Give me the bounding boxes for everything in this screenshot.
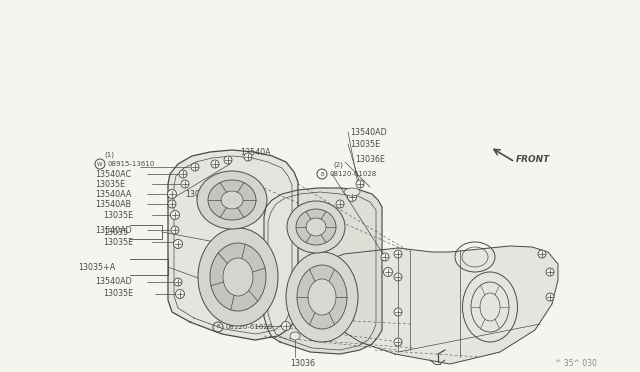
Circle shape — [546, 268, 554, 276]
Circle shape — [244, 153, 252, 161]
Text: (2): (2) — [333, 162, 343, 168]
Circle shape — [394, 273, 402, 281]
Text: (2): (2) — [228, 315, 238, 321]
Ellipse shape — [297, 265, 347, 329]
Text: 13036E: 13036E — [355, 154, 385, 164]
Ellipse shape — [286, 252, 358, 342]
Circle shape — [175, 289, 184, 298]
Ellipse shape — [210, 243, 266, 311]
Text: 13035E: 13035E — [103, 289, 133, 298]
Polygon shape — [264, 188, 382, 354]
Ellipse shape — [221, 191, 243, 209]
Text: 13035E: 13035E — [95, 180, 125, 189]
Circle shape — [546, 293, 554, 301]
Text: 13035E: 13035E — [103, 237, 133, 247]
Text: 13035+A: 13035+A — [78, 263, 115, 272]
Text: 13035E: 13035E — [103, 211, 133, 219]
Circle shape — [356, 180, 364, 188]
Circle shape — [394, 250, 402, 258]
Circle shape — [181, 180, 189, 188]
Text: 13540AD: 13540AD — [95, 225, 132, 234]
Polygon shape — [168, 150, 298, 340]
Ellipse shape — [208, 180, 256, 220]
Ellipse shape — [287, 201, 345, 253]
Circle shape — [179, 170, 187, 178]
Ellipse shape — [197, 171, 267, 229]
Ellipse shape — [296, 209, 336, 245]
Circle shape — [348, 192, 356, 202]
Circle shape — [170, 211, 179, 219]
Ellipse shape — [344, 188, 360, 196]
Text: 13540AD: 13540AD — [95, 278, 132, 286]
Text: 13540A: 13540A — [240, 148, 271, 157]
Ellipse shape — [308, 279, 336, 315]
Circle shape — [538, 250, 546, 258]
Polygon shape — [312, 246, 558, 364]
Text: 13035: 13035 — [103, 228, 128, 237]
Circle shape — [211, 160, 219, 168]
Text: 13035E: 13035E — [185, 189, 215, 199]
Text: ^ 35^ 030: ^ 35^ 030 — [555, 359, 597, 369]
Circle shape — [224, 156, 232, 164]
Circle shape — [173, 240, 182, 248]
Text: FRONT: FRONT — [516, 155, 550, 164]
Circle shape — [168, 200, 176, 208]
Text: 13540AB: 13540AB — [95, 199, 131, 208]
Text: (1): (1) — [104, 152, 114, 158]
Circle shape — [394, 308, 402, 316]
Circle shape — [171, 226, 179, 234]
Text: 13540AC: 13540AC — [95, 170, 131, 179]
Ellipse shape — [290, 332, 300, 340]
Circle shape — [394, 338, 402, 346]
Text: B: B — [216, 324, 220, 330]
Circle shape — [174, 278, 182, 286]
Ellipse shape — [223, 258, 253, 296]
Circle shape — [282, 321, 291, 330]
Text: 08120-61028: 08120-61028 — [225, 324, 272, 330]
Text: 13035E: 13035E — [350, 140, 380, 148]
Circle shape — [381, 253, 389, 261]
Ellipse shape — [198, 228, 278, 326]
Text: 08915-13610: 08915-13610 — [107, 161, 154, 167]
Text: B: B — [320, 171, 324, 176]
Circle shape — [168, 189, 177, 199]
Circle shape — [191, 163, 199, 171]
Text: 08120-61028: 08120-61028 — [330, 171, 377, 177]
Text: 13540AD: 13540AD — [350, 128, 387, 137]
Ellipse shape — [306, 218, 326, 236]
Circle shape — [336, 200, 344, 208]
Text: 13540AA: 13540AA — [95, 189, 131, 199]
Text: W: W — [97, 161, 103, 167]
Text: 13036: 13036 — [290, 359, 315, 369]
Circle shape — [383, 267, 392, 276]
